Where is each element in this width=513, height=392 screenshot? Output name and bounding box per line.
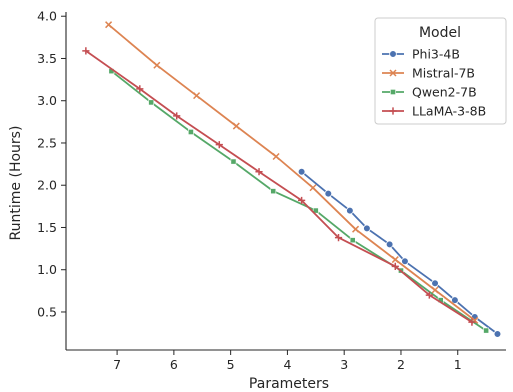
legend-entry: Qwen2-7B [382, 85, 477, 100]
legend-box [374, 17, 507, 125]
data-point [297, 167, 306, 176]
y-tick-label: 1.5 [37, 220, 57, 235]
data-point [425, 291, 433, 299]
data-point [193, 92, 201, 100]
data-point [230, 158, 237, 165]
legend-marker [389, 50, 397, 58]
legend-label: Phi3-4B [412, 47, 460, 62]
y-tick-label: 4.0 [37, 9, 57, 24]
series-line [108, 24, 476, 322]
series-phi3-4b [297, 167, 502, 338]
series-llama-3-8b [82, 47, 476, 326]
data-point [346, 206, 354, 215]
data-point [431, 286, 439, 294]
series-mistral-7b [105, 21, 479, 324]
x-tick-label: 3 [340, 357, 348, 372]
data-point [136, 85, 144, 93]
legend-title: Model [419, 25, 461, 41]
data-point [468, 318, 476, 326]
legend-label: LLaMA-3-8B [412, 104, 486, 119]
y-tick-label: 3.5 [37, 51, 57, 66]
data-point [391, 256, 399, 264]
series-line [85, 50, 473, 323]
x-axis-label: Parameters [249, 376, 329, 392]
y-axis-label: Runtime (Hours) [8, 126, 24, 241]
data-point [298, 196, 306, 205]
legend: Model Phi3-4B Mistral-7B Qwen2-7B LLaMA-3-8… [374, 17, 507, 125]
series-line [110, 70, 487, 332]
data-point [270, 188, 277, 195]
x-tick-label: 6 [170, 357, 178, 372]
legend-entry: Mistral-7B [382, 66, 475, 81]
data-point [483, 327, 490, 334]
data-point [173, 112, 181, 120]
x-tick-label: 1 [454, 357, 462, 372]
data-point [324, 189, 333, 198]
legend-marker [389, 69, 397, 77]
legend-label: Qwen2-7B [412, 85, 477, 100]
data-point [309, 184, 317, 192]
data-point [153, 61, 161, 69]
legend-marker [390, 89, 396, 95]
data-point [493, 330, 502, 338]
y-tick-label: 2.5 [37, 135, 57, 150]
data-point [431, 279, 439, 288]
y-tick-label: 0.5 [37, 304, 57, 319]
legend-marker [389, 107, 397, 115]
x-tick-label: 2 [397, 357, 405, 372]
data-point [255, 168, 263, 176]
data-point [105, 21, 113, 29]
data-point [272, 152, 280, 161]
y-tick-label: 1.0 [37, 262, 57, 277]
legend-entry: Phi3-4B [382, 47, 460, 62]
data-point [312, 207, 319, 214]
data-point [352, 225, 360, 233]
x-tick-label: 7 [113, 357, 121, 372]
data-point [391, 262, 399, 270]
data-point [82, 47, 90, 55]
x-tick-label: 4 [283, 357, 291, 372]
series-line [301, 171, 499, 335]
legend-entry: LLaMA-3-8B [382, 104, 486, 119]
data-point [148, 99, 155, 106]
plot-area: 0.5 1.0 1.5 2.0 2.5 3.0 3.5 4.0 7 6 5 4 3 2 1 [37, 9, 506, 372]
data-point [188, 129, 194, 135]
data-point [363, 224, 371, 233]
data-point [401, 257, 409, 266]
data-point [215, 141, 223, 149]
data-point [232, 122, 240, 130]
data-point [451, 296, 459, 304]
y-tick-label: 3.0 [37, 93, 57, 108]
x-tick-label: 5 [227, 357, 235, 372]
data-point [334, 234, 343, 242]
data-point [349, 237, 356, 244]
legend-label: Mistral-7B [412, 66, 475, 81]
y-tick-label: 2.0 [37, 178, 57, 193]
data-point [385, 240, 394, 249]
